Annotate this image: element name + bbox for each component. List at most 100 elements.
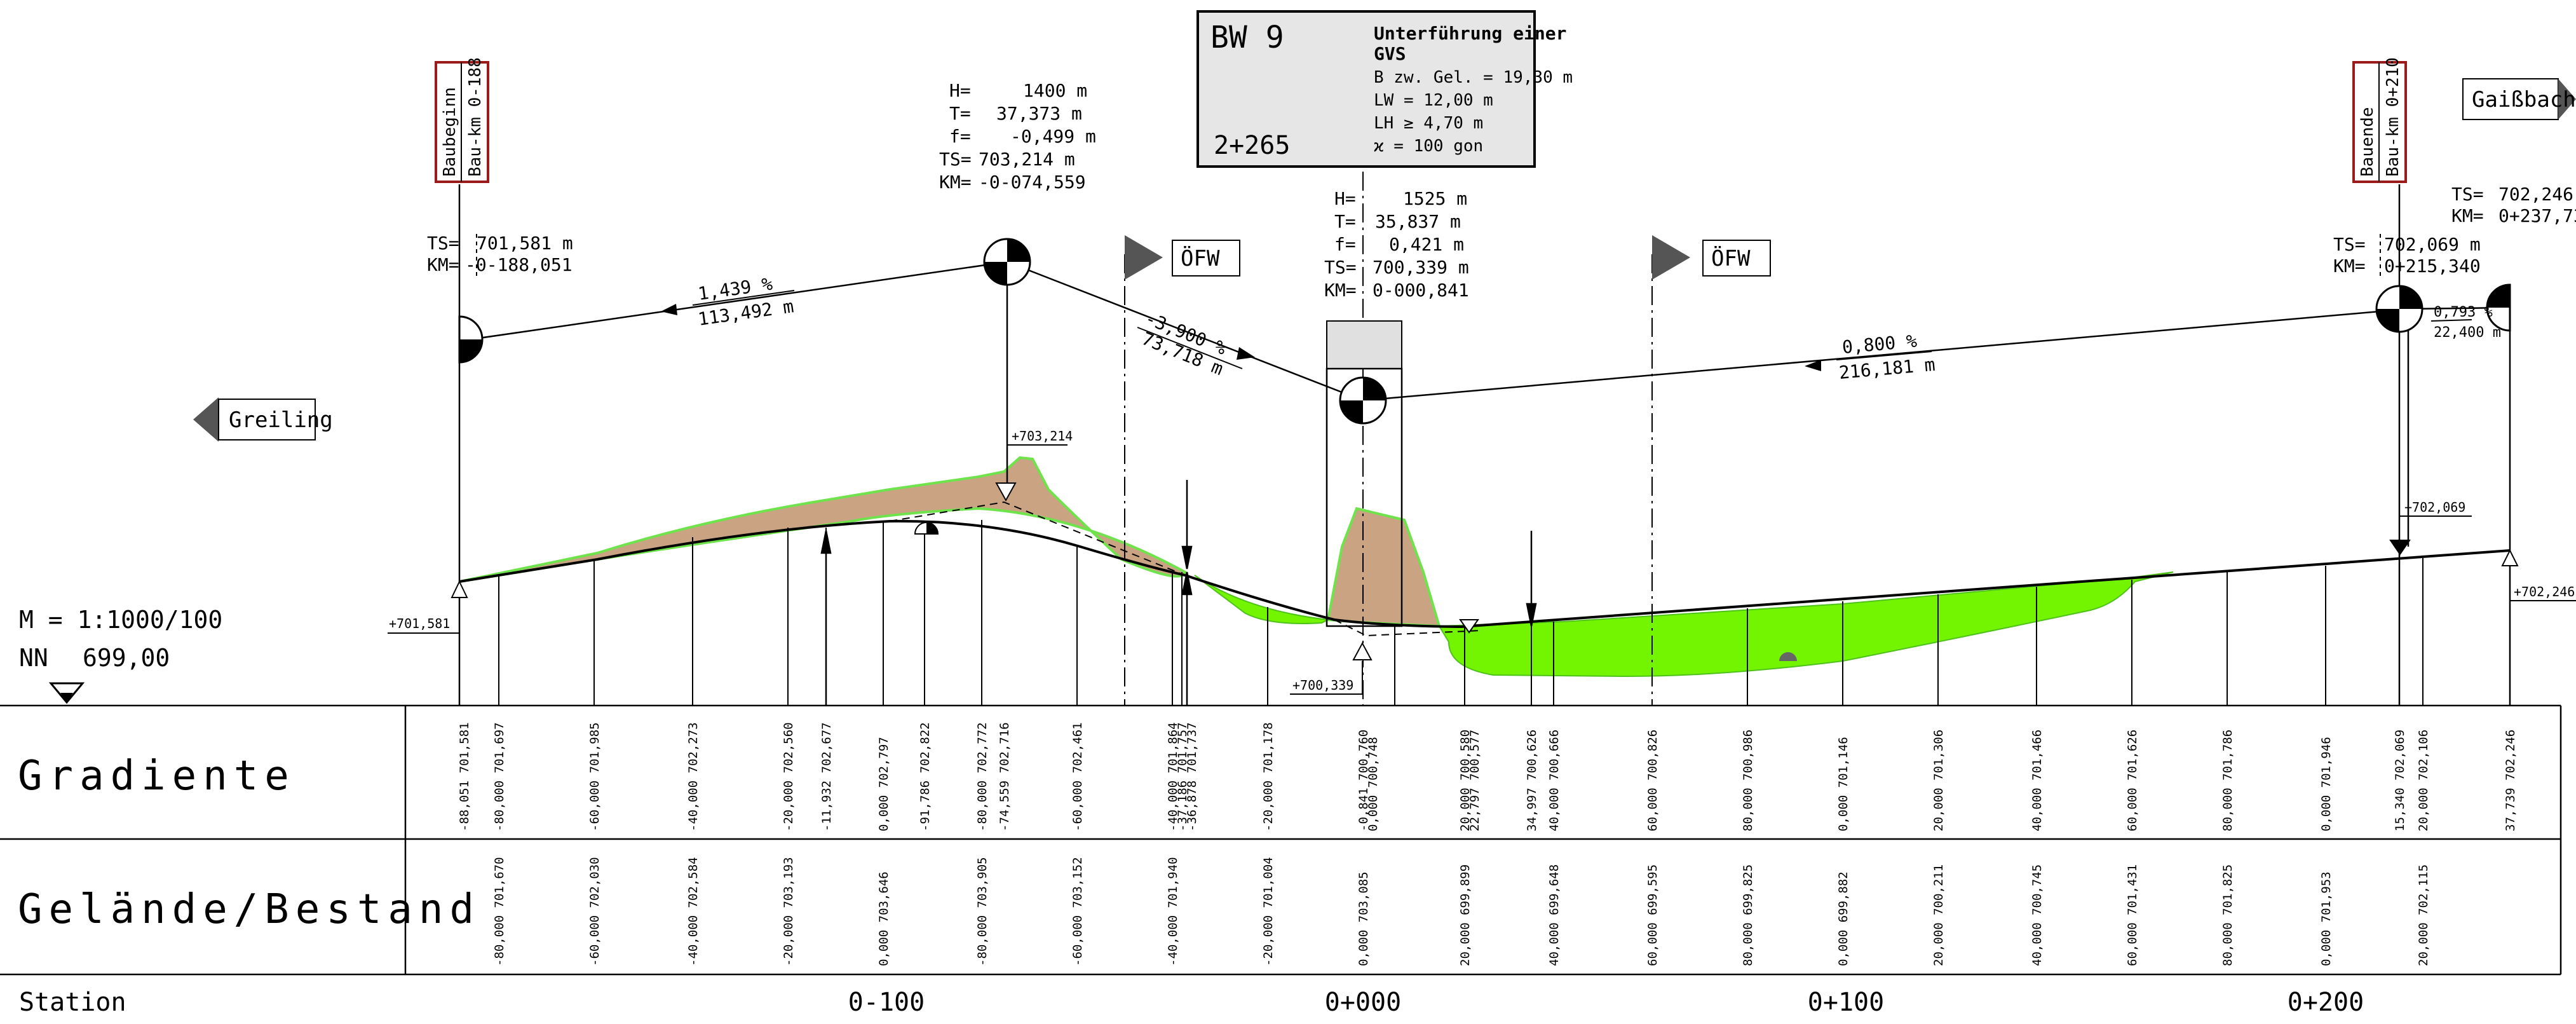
svg-text:0-000,841: 0-000,841 — [1373, 280, 1469, 301]
gelaende_entries-entry: -80,000 703,905 — [975, 857, 989, 966]
grade-arrow-1 — [661, 304, 677, 315]
gelaende_entries-entry: -20,000 703,193 — [782, 857, 796, 966]
grade4-pct: 0,793 % — [2434, 304, 2493, 320]
gradiente_entries-entry: 34,997 700,626 — [1525, 730, 1539, 831]
start-line2: Bau-km 0-188 — [466, 57, 485, 177]
svg-text:M = 1:1000/100: M = 1:1000/100 — [19, 606, 222, 634]
vc3-symbol — [2375, 285, 2423, 333]
end-km-label: KM= — [2333, 256, 2366, 276]
svg-text:Gaißbach: Gaißbach — [2472, 87, 2576, 113]
structure-outline — [1325, 367, 1403, 627]
svg-text:T=: T= — [949, 103, 971, 124]
svg-text:TS=: TS= — [1324, 257, 1357, 278]
svg-text:H=: H= — [949, 80, 971, 101]
fill-area-right — [1438, 571, 2174, 678]
gelaende_entries-entry: 0,000 703,646 — [877, 871, 891, 966]
gelaende_entries-entry: 20,000 700,211 — [1932, 864, 1946, 966]
gelaende_entries-entry: 20,000 699,899 — [1458, 864, 1472, 966]
gradiente_entries-entry: 20,000 700,580 — [1458, 730, 1472, 831]
gradiente_entries-entry: 60,000 701,626 — [2125, 730, 2139, 831]
station-tick-label: 0+100 — [1808, 988, 1884, 1017]
sag-symbol — [1779, 652, 1797, 661]
crest-symbol-fill — [926, 522, 938, 534]
ofw-marker-2: ÖFW — [1652, 235, 1771, 280]
start-ts-label: TS= — [427, 233, 459, 254]
gradiente_entries-entry: -40,000 701,864 — [1166, 722, 1180, 831]
gradiente_entries-entry: 20,000 701,306 — [1932, 730, 1946, 831]
gradiente_entries-entry: -36,878 701,737 — [1185, 722, 1199, 831]
gradiente_entries-entry: -88,051 701,581 — [458, 722, 471, 831]
vc2-params: H= 1525 m T= 35,837 m f= 0,421 m TS= 700,339… — [1324, 188, 1469, 301]
structure-top — [1326, 320, 1402, 369]
gelaende_entries-entry: -20,000 701,004 — [1261, 857, 1275, 966]
gradiente_entries-entry: 0,000 700,748 — [1366, 737, 1380, 831]
svg-text:699,00: 699,00 — [83, 644, 170, 672]
direction-right: Gaißbach — [2462, 78, 2576, 120]
gradiente_entries-entry: -20,000 701,178 — [1261, 722, 1275, 831]
start-box: Baubeginn Bau-km 0-188 — [435, 57, 489, 183]
gelaende_entries-entry: 0,000 703,085 — [1357, 871, 1371, 966]
ordinate-lines — [498, 520, 2423, 706]
start-half-symbol — [458, 315, 484, 364]
start-level-tag: +701,581 — [389, 616, 450, 631]
grade-arrow-2 — [1237, 347, 1255, 360]
end2-level-tag: +702,246 — [2514, 584, 2575, 599]
start-km-value: -0-188,051 — [465, 254, 573, 275]
bw-title-1: Unterführung einer — [1374, 23, 1566, 44]
svg-text:35,837 m: 35,837 m — [1375, 211, 1461, 232]
band-row-gelaende: Gelände/Bestand — [18, 886, 480, 933]
svg-text:ÖFW: ÖFW — [1181, 245, 1220, 271]
svg-text:H=: H= — [1334, 188, 1356, 209]
svg-text:f=: f= — [949, 126, 971, 147]
gelaende_entries-entry: -40,000 702,584 — [686, 857, 700, 966]
end-box: Bauende Bau-km 0+210 — [2352, 57, 2407, 183]
gelaende_entries-entry: -80,000 701,670 — [492, 857, 506, 966]
end-half-symbol — [2486, 283, 2511, 332]
vc1-symbol — [983, 238, 1031, 286]
bw-station: 2+265 — [1214, 131, 1290, 160]
gradiente_entries-entry: -20,000 702,560 — [782, 722, 796, 831]
svg-text:703,214 m: 703,214 m — [979, 149, 1075, 170]
end-line1: Bauende — [2358, 107, 2377, 177]
band-row-station: Station — [19, 988, 126, 1017]
grade4-len: 22,400 m — [2434, 325, 2501, 341]
cut-area-structure — [1326, 507, 1441, 628]
svg-text:NN: NN — [19, 644, 48, 672]
gelaende_entries-entry: 60,000 701,431 — [2125, 864, 2139, 966]
svg-text:-0,499 m: -0,499 m — [1010, 126, 1096, 147]
svg-text:0,421 m: 0,421 m — [1389, 234, 1464, 255]
svg-text:Greiling: Greiling — [229, 407, 333, 433]
svg-text:f=: f= — [1334, 234, 1356, 255]
fill-area-left — [1194, 575, 1331, 624]
start-ts-value: 701,581 m — [477, 233, 573, 254]
end2-ts-value: 702,246 m — [2498, 184, 2576, 205]
end-line2: Bau-km 0+210 — [2383, 57, 2403, 177]
gradiente_entries-entry: -0,841 700,760 — [1357, 730, 1371, 831]
bw-name: BW 9 — [1210, 20, 1284, 55]
svg-text:1400 m: 1400 m — [1023, 80, 1087, 101]
bw-detail-1: B zw. Gel. = 19,30 m — [1374, 68, 1573, 87]
gradiente_entries-entry: 40,000 701,466 — [2030, 730, 2044, 831]
gradient-line — [459, 519, 2511, 629]
gradiente_entries-entry: 20,000 702,106 — [2417, 730, 2430, 831]
level-triangles — [451, 482, 2519, 660]
vc2-symbol — [1339, 376, 1387, 425]
vc1-params: H= 1400 m T= 37,373 m f= -0,499 m TS= 703,21… — [939, 80, 1096, 193]
station-tick-label: 0+000 — [1325, 988, 1401, 1017]
station-tick-label: 0+200 — [2288, 988, 2364, 1017]
gradiente_entries-entry: 60,000 700,826 — [1646, 730, 1660, 831]
svg-text:1525 m: 1525 m — [1403, 188, 1467, 209]
band-row-gradiente: Gradiente — [18, 753, 295, 800]
svg-text:KM=: KM= — [939, 172, 972, 193]
gelaende_entries-entry: 0,000 699,882 — [1836, 871, 1850, 966]
profile-arrows — [820, 480, 1537, 706]
end-ts-label: TS= — [2333, 234, 2366, 255]
vc2-level-tag: +700,339 — [1292, 678, 1353, 693]
svg-text:TS=: TS= — [939, 149, 972, 170]
gradiente_entries-entry: -91,786 702,822 — [918, 722, 932, 831]
end2-km-value: 0+237,739 — [2498, 205, 2576, 226]
gradiente_entries-entry: -74,559 702,716 — [998, 722, 1012, 831]
grade-arrow-3 — [1805, 360, 1821, 371]
bw-detail-2: LW = 12,00 m — [1374, 91, 1493, 110]
